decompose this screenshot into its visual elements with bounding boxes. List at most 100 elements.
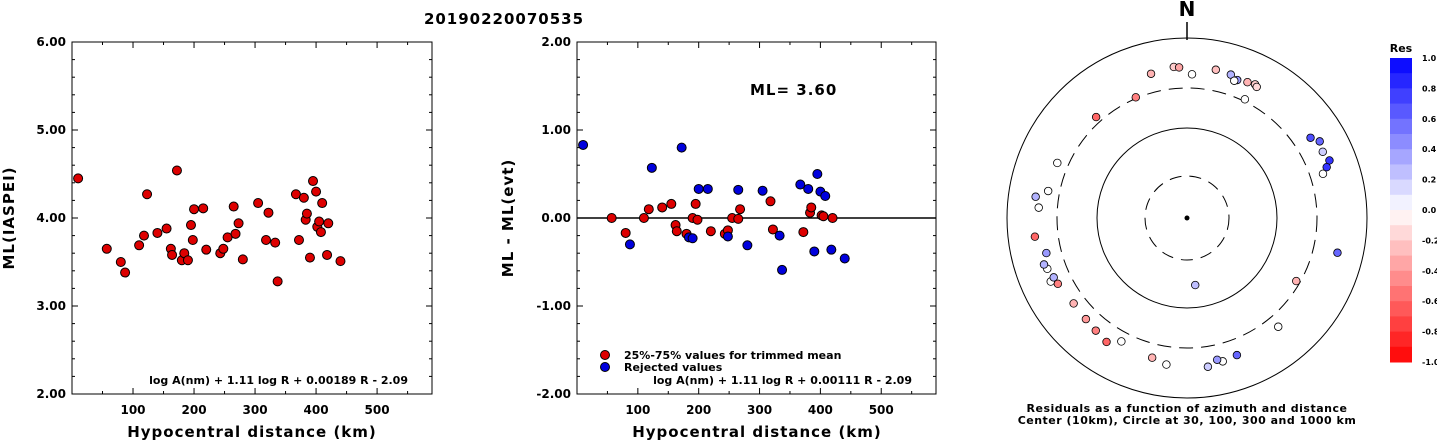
data-point xyxy=(323,218,334,229)
data-point xyxy=(757,185,768,196)
colorbar-tick-label: 0.8 xyxy=(1422,84,1437,93)
data-point xyxy=(237,254,248,265)
residual-colorbar: Res 1.0 0.8 0.6 0.4 0.2 0.0 -0.2 -0.4 -0.6 -0.8 -1… xyxy=(1390,42,1437,367)
ring-300km xyxy=(1056,87,1318,349)
x-tick-label: 200 xyxy=(686,403,711,417)
station-point xyxy=(1243,78,1252,87)
plot-frame xyxy=(71,41,433,395)
station-point xyxy=(1292,276,1301,286)
colorbar-cell xyxy=(1390,103,1412,120)
station-point xyxy=(1117,337,1126,346)
data-point xyxy=(139,230,149,241)
colorbar-cell xyxy=(1390,316,1412,333)
legend-blue-label: Rejected values xyxy=(624,361,723,374)
data-point xyxy=(839,253,850,264)
data-point xyxy=(73,173,84,184)
x-tick-label: 400 xyxy=(304,403,329,417)
colorbar-tick-label: 0.6 xyxy=(1422,115,1437,124)
station-point xyxy=(1191,280,1200,290)
x-tick-label: 500 xyxy=(869,403,894,417)
data-point xyxy=(620,227,631,238)
data-point xyxy=(201,244,212,255)
ml-annotation: ML= 3.60 xyxy=(750,81,837,99)
x-axis-label: Hypocentral distance (km) xyxy=(127,423,377,441)
data-point xyxy=(304,252,315,263)
colorbar-tick-label: -0.2 xyxy=(1422,236,1437,245)
caption-line-1: Residuals as a function of azimuth and d… xyxy=(1027,402,1348,415)
epicenter-dot xyxy=(1184,215,1190,221)
data-point xyxy=(624,239,635,250)
data-point xyxy=(702,183,713,194)
station-point xyxy=(1315,137,1324,146)
station-point xyxy=(1212,355,1222,364)
data-point xyxy=(722,231,733,242)
data-point xyxy=(171,165,182,176)
data-point xyxy=(690,198,701,209)
colorbar-cell xyxy=(1390,270,1412,287)
colorbar-cell xyxy=(1390,58,1412,74)
figure-title: 20190220070535 xyxy=(424,10,584,28)
colorbar-tick-label: 1.0 xyxy=(1422,54,1437,63)
y-tick-label: 6.00 xyxy=(36,35,66,49)
station-point xyxy=(1091,112,1101,122)
station-point xyxy=(1039,260,1049,269)
ml-vs-distance-panel: 100 200 300 400 500 2.00 3.00 4.00 5.00 6.00 ML(I… xyxy=(0,35,433,441)
y-tick-label: -1.00 xyxy=(536,299,571,313)
data-point xyxy=(795,179,806,190)
data-point xyxy=(298,192,309,203)
y-tick-label: 2.00 xyxy=(541,35,571,49)
data-point xyxy=(233,218,244,229)
colorbar-cell xyxy=(1390,301,1412,317)
y-tick-label: 2.00 xyxy=(36,387,66,401)
data-point xyxy=(101,243,112,254)
data-point xyxy=(671,226,682,237)
colorbar-cell xyxy=(1390,331,1412,348)
station-point xyxy=(1131,93,1140,102)
data-point xyxy=(270,237,281,248)
data-point xyxy=(230,228,241,239)
data-point xyxy=(767,224,778,235)
data-point xyxy=(798,227,809,238)
station-point xyxy=(1333,248,1342,257)
colorbar-cell xyxy=(1390,255,1412,272)
ring-100km xyxy=(1096,127,1278,309)
data-point xyxy=(314,216,325,227)
station-point xyxy=(1187,70,1197,79)
data-point xyxy=(311,186,322,197)
data-point xyxy=(187,235,198,245)
station-point xyxy=(1203,362,1213,371)
x-tick-label: 300 xyxy=(243,403,268,417)
data-point xyxy=(687,233,698,244)
data-point xyxy=(322,249,333,260)
colorbar-tick-label: 0.2 xyxy=(1422,176,1436,185)
data-point xyxy=(806,202,817,213)
legend-blue-marker xyxy=(600,362,610,372)
data-point xyxy=(182,255,193,266)
data-point xyxy=(228,201,239,212)
station-point xyxy=(1053,158,1062,168)
data-point xyxy=(809,246,820,257)
station-point xyxy=(1211,65,1221,74)
data-point xyxy=(301,208,312,219)
colorbar-cell xyxy=(1390,225,1412,241)
data-point xyxy=(263,207,274,218)
station-point xyxy=(1318,147,1327,156)
station-point xyxy=(1102,337,1111,347)
data-point xyxy=(317,198,328,209)
station-point xyxy=(1174,63,1184,72)
colorbar-tick-label: -0.6 xyxy=(1422,297,1437,306)
station-point xyxy=(1146,69,1156,78)
data-point xyxy=(676,142,687,153)
data-point xyxy=(826,244,837,255)
data-point xyxy=(261,235,272,245)
colorbar-cell xyxy=(1390,240,1412,257)
data-point xyxy=(646,162,657,173)
station-point xyxy=(1030,232,1040,241)
station-point xyxy=(1232,350,1242,360)
formula-text: log A(nm) + 1.11 log R + 0.00111 R - 2.0… xyxy=(653,374,912,387)
data-point xyxy=(803,183,814,194)
data-point xyxy=(666,198,677,209)
data-point xyxy=(134,240,145,251)
data-point xyxy=(657,202,668,213)
x-tick-label: 300 xyxy=(747,403,772,417)
